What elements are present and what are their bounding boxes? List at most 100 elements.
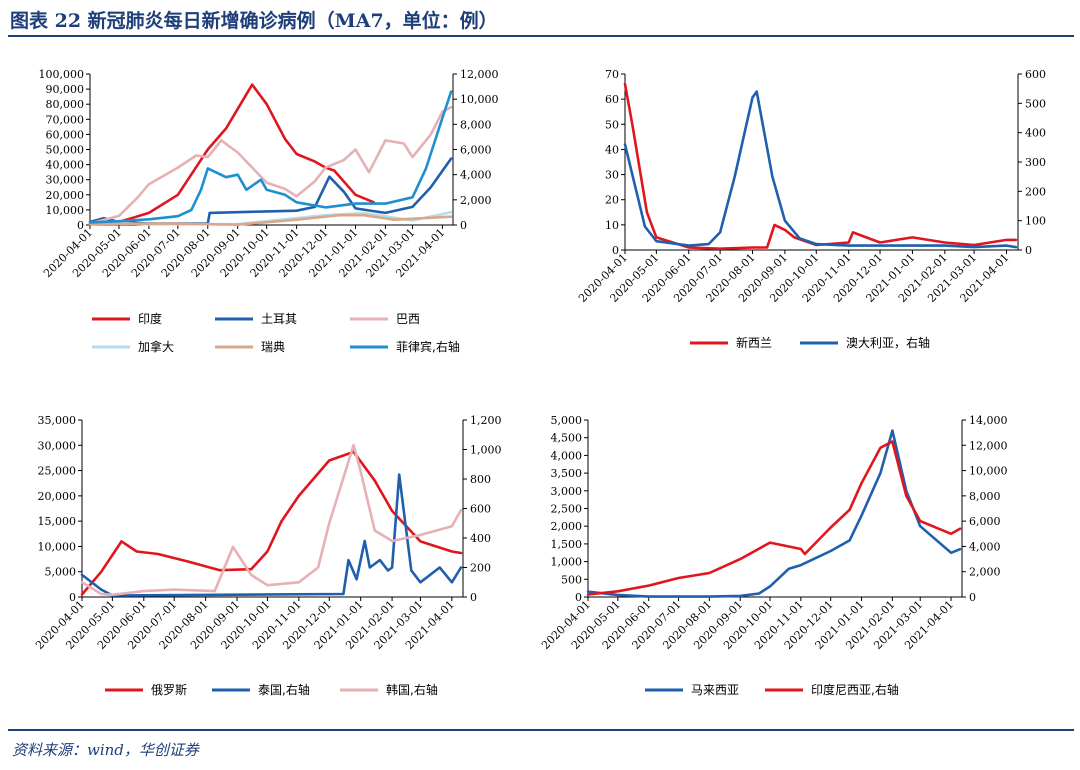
chart1-group: 0 10,000 20,000 30,000 40,000 50,000 60,000 70,… — [39, 68, 499, 354]
chart3-left-tick-label: 0 — [69, 591, 76, 604]
chart4-series-line-1 — [586, 440, 962, 596]
chart2-legend-label-0: 新西兰 — [736, 335, 772, 350]
chart4-left-tick-label: 2,000 — [551, 520, 583, 533]
chart3-left-tick-label: 10,000 — [38, 540, 77, 553]
chart1-legend-label-1: 土耳其 — [261, 312, 297, 326]
chart4-left-tick-label: 4,500 — [551, 432, 583, 445]
chart1-right-tick-label: 10,000 — [460, 93, 499, 106]
chart1-series-line-5 — [88, 90, 453, 224]
bottom-rule — [8, 729, 1074, 731]
chart2-right-tick-label: 400 — [1025, 127, 1046, 140]
chart2-left-tick-label: 20 — [605, 194, 619, 207]
chart3-left-tick-label: 5,000 — [45, 566, 77, 579]
chart3-series-line-2 — [80, 443, 463, 597]
chart1-left-tick-label: 10,000 — [46, 204, 85, 217]
chart4-right-tick-label: 12,000 — [969, 439, 1008, 452]
chart2-left-tick-label: 50 — [605, 118, 619, 131]
chart4-right-tick-label: 4,000 — [969, 540, 1001, 553]
chart1-legend-label-3: 加拿大 — [138, 339, 174, 354]
chart1-left-tick-label: 20,000 — [46, 189, 85, 202]
chart4-left-tick-label: 1,000 — [551, 556, 583, 569]
chart4-right-tick-label: 2,000 — [969, 566, 1001, 579]
chart3-left-tick-label: 20,000 — [38, 490, 77, 503]
chart2-right-tick-label: 500 — [1025, 97, 1046, 110]
chart4-series-line-0 — [586, 429, 962, 598]
chart3-left-tick-label: 30,000 — [38, 439, 77, 452]
chart4-legend-label-1: 印度尼西亚,右轴 — [811, 682, 899, 697]
chart2-left-tick-label: 40 — [605, 143, 619, 156]
chart2-legend-label-1: 澳大利亚，右轴 — [846, 335, 930, 350]
chart4-right-tick-label: 10,000 — [969, 465, 1008, 478]
chart2-left-tick-label: 10 — [605, 219, 619, 232]
chart3-left-tick-label: 15,000 — [38, 515, 77, 528]
chart1-left-tick-label: 80,000 — [46, 98, 85, 111]
chart3-right-tick-label: 1,200 — [470, 414, 502, 427]
chart3-legend-label-1: 泰国,右轴 — [258, 682, 310, 697]
chart4-left-tick-label: 3,500 — [551, 467, 583, 480]
chart2-left-tick-label: 60 — [605, 93, 619, 106]
chart2-right-tick-label: 100 — [1025, 215, 1046, 228]
chart3-series-line-1 — [80, 473, 463, 597]
chart2-right-tick-label: 600 — [1025, 68, 1046, 81]
chart1-legend-label-4: 瑞典 — [261, 340, 285, 354]
chart4-left-tick-label: 5,000 — [551, 414, 583, 427]
chart1-right-tick-label: 6,000 — [460, 144, 492, 157]
chart4-left-tick-label: 3,000 — [551, 485, 583, 498]
chart3-right-tick-label: 600 — [470, 503, 491, 516]
chart3-right-tick-label: 1,000 — [470, 444, 502, 457]
chart1-legend-label-0: 印度 — [138, 311, 162, 326]
chart3-right-tick-label: 800 — [470, 473, 491, 486]
chart3-left-tick-label: 35,000 — [38, 414, 77, 427]
chart4-right-tick-label: 0 — [969, 591, 976, 604]
chart1-left-tick-label: 90,000 — [46, 83, 85, 96]
figure-title: 图表 22 新冠肺炎每日新增确诊病例（MA7，单位：例） — [10, 10, 498, 32]
chart4-legend-label-0: 马来西亚 — [691, 683, 739, 697]
chart4-right-tick-label: 8,000 — [969, 490, 1001, 503]
chart1-left-tick-label: 100,000 — [39, 68, 85, 81]
chart1-right-tick-label: 12,000 — [460, 68, 499, 81]
chart1-series-line-0 — [88, 83, 376, 226]
chart3-left-tick-label: 25,000 — [38, 465, 77, 478]
chart3-legend-label-0: 俄罗斯 — [151, 683, 187, 697]
chart2-left-tick-label: 0 — [612, 244, 619, 257]
chart1-legend-label-2: 巴西 — [396, 312, 420, 326]
source-note: 资料来源：wind，华创证券 — [12, 741, 199, 759]
figure-header: 图表 22 新冠肺炎每日新增确诊病例（MA7，单位：例） — [0, 0, 1080, 40]
chart1-left-tick-label: 30,000 — [46, 174, 85, 187]
chart1-right-tick-label: 4,000 — [460, 169, 492, 182]
chart3-right-tick-label: 200 — [470, 562, 491, 575]
chart1-left-tick-label: 40,000 — [46, 159, 85, 172]
chart2-series-line-0 — [623, 82, 1018, 250]
chart1-series-line-2 — [88, 105, 453, 225]
chart1-left-tick-label: 0 — [77, 219, 84, 232]
chart1-right-tick-label: 0 — [460, 219, 467, 232]
chart4-left-tick-label: 4,000 — [551, 449, 583, 462]
chart1-series-line-4 — [88, 213, 453, 226]
chart1-left-tick-label: 70,000 — [46, 113, 85, 126]
chart2-group: 01020304050607001002003004005006002020-0… — [576, 68, 1046, 350]
chart4-right-tick-label: 6,000 — [969, 515, 1001, 528]
chart1-right-tick-label: 8,000 — [460, 118, 492, 131]
chart2-series-line-1 — [623, 90, 1018, 249]
chart4-left-tick-label: 0 — [575, 591, 582, 604]
top-rule — [8, 35, 1074, 37]
chart2-left-tick-label: 30 — [605, 169, 619, 182]
chart1-left-tick-label: 50,000 — [46, 144, 85, 157]
chart3-legend-label-2: 韩国,右轴 — [386, 682, 438, 697]
chart3-right-tick-label: 0 — [470, 591, 477, 604]
chart1-right-tick-label: 2,000 — [460, 194, 492, 207]
chart4-group: 0 500 1,000 1,500 2,000 2,500 3,000 3,500 4,000 4… — [539, 414, 1007, 697]
chart2-right-tick-label: 200 — [1025, 185, 1046, 198]
chart1-left-tick-label: 60,000 — [46, 128, 85, 141]
chart4-left-tick-label: 500 — [561, 573, 582, 586]
chart2-right-tick-label: 300 — [1025, 156, 1046, 169]
chart2-right-tick-label: 0 — [1025, 244, 1032, 257]
chart2-left-tick-label: 70 — [605, 68, 619, 81]
chart3-group: 0 5,000 10,000 15,000 20,000 25,000 30,000 35,0… — [33, 414, 501, 697]
chart3-right-tick-label: 400 — [470, 532, 491, 545]
chart1-legend-label-5: 菲律宾,右轴 — [396, 339, 460, 354]
chart4-left-tick-label: 2,500 — [551, 503, 583, 516]
chart4-right-tick-label: 14,000 — [969, 414, 1008, 427]
chart4-left-tick-label: 1,500 — [551, 538, 583, 551]
